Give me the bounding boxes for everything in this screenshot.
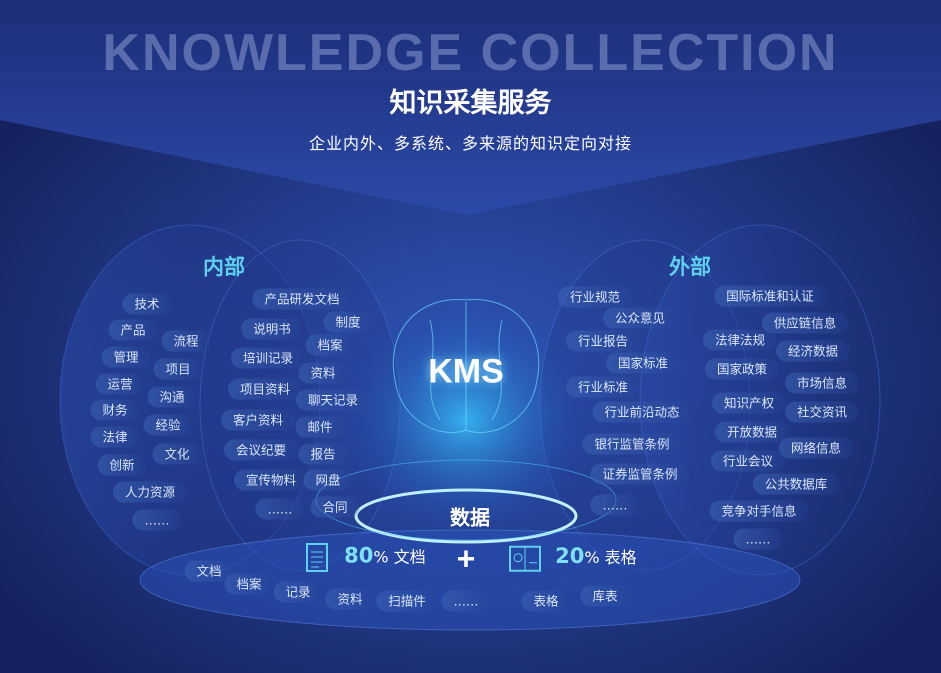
tag-external-inner: 国家标准 <box>605 352 681 374</box>
tag-internal-inner: 资料 <box>298 362 348 384</box>
tag-external-outer: 国际标准和认证 <box>714 285 826 307</box>
tag-internal-outer: 项目 <box>153 358 203 380</box>
tag-external-inner: 行业规范 <box>557 286 633 308</box>
section-external: 外部 <box>669 255 711 279</box>
kms-core: KMS <box>428 352 504 391</box>
tag-internal-outer: 运营 <box>95 373 145 395</box>
tag-internal-outer: 沟通 <box>147 386 197 408</box>
tag-internal-inner: 报告 <box>298 443 348 465</box>
tag-external-outer: 法律法规 <box>702 329 778 351</box>
tag-external-outer: 社交资讯 <box>784 401 860 423</box>
tag-data-types: 资料 <box>325 588 375 610</box>
tag-external-outer: 市场信息 <box>784 372 860 394</box>
tag-external-outer: 开放数据 <box>714 421 790 443</box>
tag-internal-inner: 制度 <box>323 311 373 333</box>
tag-external-outer: 供应链信息 <box>761 312 849 334</box>
stat-documents-label: 文档 <box>393 547 426 567</box>
tag-internal-inner: 档案 <box>305 334 355 356</box>
tag-internal-outer: 文化 <box>152 443 202 465</box>
tag-internal-inner: 宣传物料 <box>233 469 309 491</box>
tag-external-outer: 公共数据库 <box>752 473 840 495</box>
tag-external-outer: 竞争对手信息 <box>709 500 809 522</box>
tag-internal-inner: 网盘 <box>303 469 353 491</box>
tag-data-types: 表格 <box>521 590 571 612</box>
tag-internal-inner: 客户资料 <box>220 409 296 431</box>
brain-icon <box>392 299 540 434</box>
section-internal: 内部 <box>203 255 245 279</box>
tag-internal-outer: 产品 <box>108 319 158 341</box>
tag-external-outer: 经济数据 <box>775 340 851 362</box>
tag-external-inner: 证券监管条例 <box>590 463 690 485</box>
tag-external-outer: 国家政策 <box>704 358 780 380</box>
tag-external-inner: 行业标准 <box>565 376 641 398</box>
tag-internal-outer: 流程 <box>161 330 211 352</box>
page-subtitle: 企业内外、多系统、多来源的知识定向对接 <box>308 134 632 153</box>
tag-internal-inner: 说明书 <box>241 318 303 340</box>
stat-documents-value: 80 <box>344 543 374 568</box>
stat-documents: 80% 文档 <box>305 542 426 574</box>
stat-tables-label: 表格 <box>604 547 637 567</box>
stat-tables-unit: % <box>584 547 600 567</box>
tag-internal-inner: 聊天记录 <box>295 389 371 411</box>
tag-internal-inner: 邮件 <box>295 416 345 438</box>
stat-tables-value: 20 <box>555 543 585 568</box>
tag-internal-outer: 财务 <box>90 399 140 421</box>
tag-data-types: 库表 <box>580 585 630 607</box>
tag-external-outer: 知识产权 <box>711 392 787 414</box>
tag-external-inner: 行业报告 <box>565 330 641 352</box>
tag-external-outer: 行业会议 <box>710 450 786 472</box>
tag-external-outer: 网络信息 <box>778 437 854 459</box>
tag-internal-inner: …… <box>255 498 305 520</box>
data-label: 数据 <box>450 505 490 530</box>
watermark: KNOWLEDGE COLLECTION <box>102 24 839 82</box>
tag-external-outer: …… <box>733 528 783 550</box>
tag-internal-inner: 项目资料 <box>227 378 303 400</box>
document-icon <box>306 543 328 572</box>
page-title: 知识采集服务 <box>389 88 552 119</box>
tag-data-types: 文档 <box>184 560 234 582</box>
spreadsheet-chart-icon <box>509 545 541 572</box>
tag-external-inner: 银行监管条例 <box>582 433 682 455</box>
stat-documents-unit: % <box>373 547 389 567</box>
tag-external-inner: 公众意见 <box>602 307 678 329</box>
tag-internal-outer: 创新 <box>97 454 147 476</box>
tag-internal-outer: …… <box>132 509 182 531</box>
tag-internal-outer: 法律 <box>90 426 140 448</box>
tag-internal-outer: 技术 <box>122 293 172 315</box>
stat-tables: 20% 表格 <box>508 544 637 573</box>
tag-internal-inner: 合同 <box>310 496 360 518</box>
tag-internal-inner: 会议纪要 <box>223 439 299 461</box>
tag-external-inner: 行业前沿动态 <box>592 401 692 423</box>
tag-internal-outer: 管理 <box>101 346 151 368</box>
tag-data-types: 扫描件 <box>376 590 438 612</box>
tag-data-types: …… <box>441 590 491 612</box>
tag-internal-inner: 产品研发文档 <box>252 288 352 310</box>
plus-sign: + <box>456 540 476 577</box>
tag-data-types: 记录 <box>273 581 323 603</box>
tag-internal-outer: 经验 <box>143 414 193 436</box>
tag-data-types: 档案 <box>224 573 274 595</box>
tag-external-inner: …… <box>590 494 640 516</box>
tag-internal-outer: 人力资源 <box>112 481 188 503</box>
tag-internal-inner: 培训记录 <box>230 347 306 369</box>
